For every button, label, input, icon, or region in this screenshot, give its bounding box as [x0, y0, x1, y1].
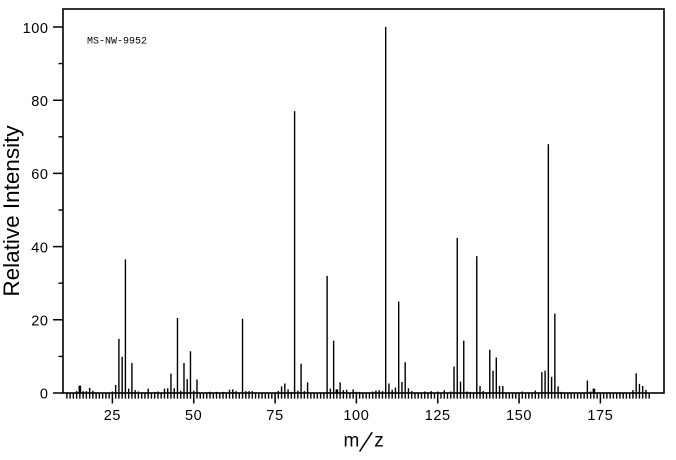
- svg-text:100: 100: [23, 21, 49, 37]
- svg-text:m: m: [344, 431, 360, 452]
- svg-text:20: 20: [31, 314, 48, 330]
- svg-text:50: 50: [185, 408, 202, 424]
- svg-text:125: 125: [425, 408, 451, 424]
- svg-text:80: 80: [31, 94, 48, 110]
- svg-text:175: 175: [587, 408, 613, 424]
- svg-text:75: 75: [266, 408, 283, 424]
- svg-text:100: 100: [343, 408, 369, 424]
- svg-text:25: 25: [104, 408, 121, 424]
- svg-text:40: 40: [31, 240, 48, 256]
- svg-text:z: z: [374, 431, 384, 452]
- svg-text:150: 150: [506, 408, 532, 424]
- svg-text:MS-NW-9952: MS-NW-9952: [87, 37, 147, 48]
- svg-text:Relative Intensity: Relative Intensity: [0, 125, 24, 297]
- svg-text:0: 0: [40, 387, 49, 403]
- svg-text:60: 60: [31, 167, 48, 183]
